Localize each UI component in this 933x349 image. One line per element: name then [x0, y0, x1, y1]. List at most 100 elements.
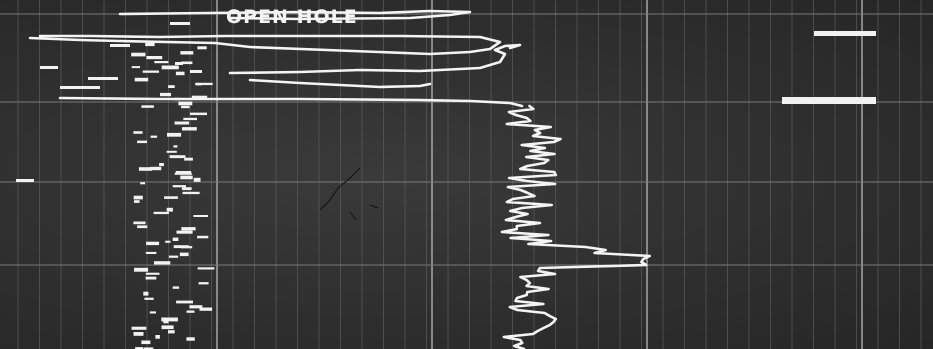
gamma-ray-blob: [193, 215, 208, 217]
gamma-ray-blob: [182, 191, 200, 195]
gamma-ray-blob: [141, 105, 154, 108]
open-hole-label: OPEN HOLE: [226, 6, 358, 28]
gamma-ray-blob: [88, 77, 118, 80]
gamma-ray-blob: [134, 77, 149, 82]
gamma-ray-blob: [146, 56, 163, 60]
gamma-ray-blob: [163, 320, 169, 324]
left-edge-tick: [16, 179, 34, 182]
gamma-ray-blob: [137, 225, 148, 229]
gamma-ray-blob: [140, 182, 146, 185]
gamma-ray-blob: [143, 291, 149, 296]
gamma-ray-blob: [133, 332, 144, 336]
gamma-ray-blob: [195, 82, 213, 86]
gamma-ray-blob: [149, 311, 156, 314]
gamma-ray-blob: [166, 150, 177, 153]
gamma-ray-blob: [197, 46, 207, 50]
open-hole-lower-kick: [248, 78, 432, 89]
gamma-ray-blob: [199, 307, 213, 311]
gamma-ray-blob: [186, 310, 195, 313]
gamma-ray-blob: [181, 227, 196, 231]
gamma-ray-blob: [145, 251, 157, 254]
gamma-ray-blob: [197, 267, 215, 270]
hand-mark: [319, 167, 379, 221]
gamma-ray-blob: [165, 240, 171, 243]
gamma-ray-blob: [181, 246, 193, 249]
gamma-ray-blob: [167, 132, 182, 137]
gamma-ray-blob: [135, 347, 143, 349]
gamma-ray-blob: [174, 121, 190, 125]
gamma-ray-blob: [154, 61, 169, 64]
gamma-ray-blob: [161, 325, 174, 330]
gamma-ray-blob: [160, 92, 171, 97]
gamma-ray-blob: [164, 196, 178, 199]
gamma-ray-blob: [181, 105, 190, 109]
gamma-ray-blob: [175, 62, 183, 65]
gamma-ray-blob: [178, 101, 193, 106]
gamma-ray-blob: [168, 255, 179, 258]
gamma-ray-blob: [198, 282, 209, 285]
gamma-ray-blob: [176, 230, 193, 234]
gamma-ray-blob: [180, 51, 194, 55]
gamma-ray-blob: [172, 286, 180, 289]
gamma-ray-blob: [159, 163, 164, 167]
gamma-ray-blob: [161, 317, 178, 322]
gamma-ray-blob: [154, 261, 171, 265]
gamma-ray-blob: [189, 305, 203, 309]
gamma-ray-blob: [175, 171, 192, 175]
gamma-ray-blob: [146, 241, 160, 246]
open-hole-mid-trace: [228, 43, 522, 75]
gamma-ray-blob: [134, 267, 149, 272]
gamma-ray-blob: [183, 117, 197, 121]
open-hole-upper-kick: [118, 9, 472, 21]
gamma-ray-blob: [181, 61, 193, 65]
gamma-ray-blobs: [40, 22, 215, 349]
gamma-ray-blob: [133, 221, 146, 225]
gamma-ray-blob: [141, 340, 151, 345]
gamma-ray-blob: [184, 157, 193, 161]
gamma-ray-blob: [40, 66, 58, 69]
gamma-ray-blob: [191, 95, 208, 99]
gamma-ray-blob: [193, 177, 201, 182]
gamma-ray-blob: [150, 135, 158, 138]
gamma-ray-blob: [186, 337, 195, 341]
gamma-ray-blob: [190, 70, 202, 73]
resistivity-trace: [500, 104, 652, 349]
gamma-ray-blob: [138, 167, 152, 171]
gamma-ray-blob: [180, 175, 193, 180]
gamma-ray-blob: [153, 211, 169, 215]
gamma-ray-blob: [155, 335, 160, 339]
gamma-ray-blob: [189, 112, 207, 116]
gamma-ray-blob: [131, 66, 141, 69]
gamma-ray-blob: [172, 237, 179, 241]
depth-flag-lower: [782, 97, 876, 104]
gamma-ray-blob: [144, 297, 154, 300]
gamma-ray-blob: [182, 127, 197, 131]
gamma-ray-blob: [168, 330, 175, 334]
gamma-ray-blob: [179, 252, 189, 257]
gamma-ray-blob: [176, 300, 193, 304]
gamma-ray-blob: [131, 326, 147, 330]
gamma-ray-blob: [150, 166, 162, 171]
gamma-ray-blob: [169, 155, 186, 159]
gamma-ray-blob: [134, 200, 140, 203]
gamma-ray-blob: [133, 131, 143, 134]
gamma-ray-blob: [197, 235, 209, 239]
gamma-ray-blob: [142, 70, 159, 73]
gamma-ray-blob: [133, 195, 143, 200]
gamma-ray-blob: [161, 65, 179, 70]
gamma-ray-blob: [174, 172, 192, 175]
gamma-ray-blob: [172, 185, 186, 188]
gamma-ray-blob: [145, 276, 157, 280]
gamma-ray-blob: [110, 44, 130, 47]
casing-shoe-trace: [58, 96, 524, 108]
gamma-ray-blob: [145, 272, 160, 275]
gamma-ray-blob: [60, 86, 100, 89]
gamma-ray-blob: [170, 22, 190, 25]
gamma-ray-blob: [143, 347, 154, 349]
gamma-ray-blob: [168, 85, 175, 88]
open-hole-top-trace: [28, 34, 502, 56]
gamma-ray-blob: [173, 145, 178, 148]
